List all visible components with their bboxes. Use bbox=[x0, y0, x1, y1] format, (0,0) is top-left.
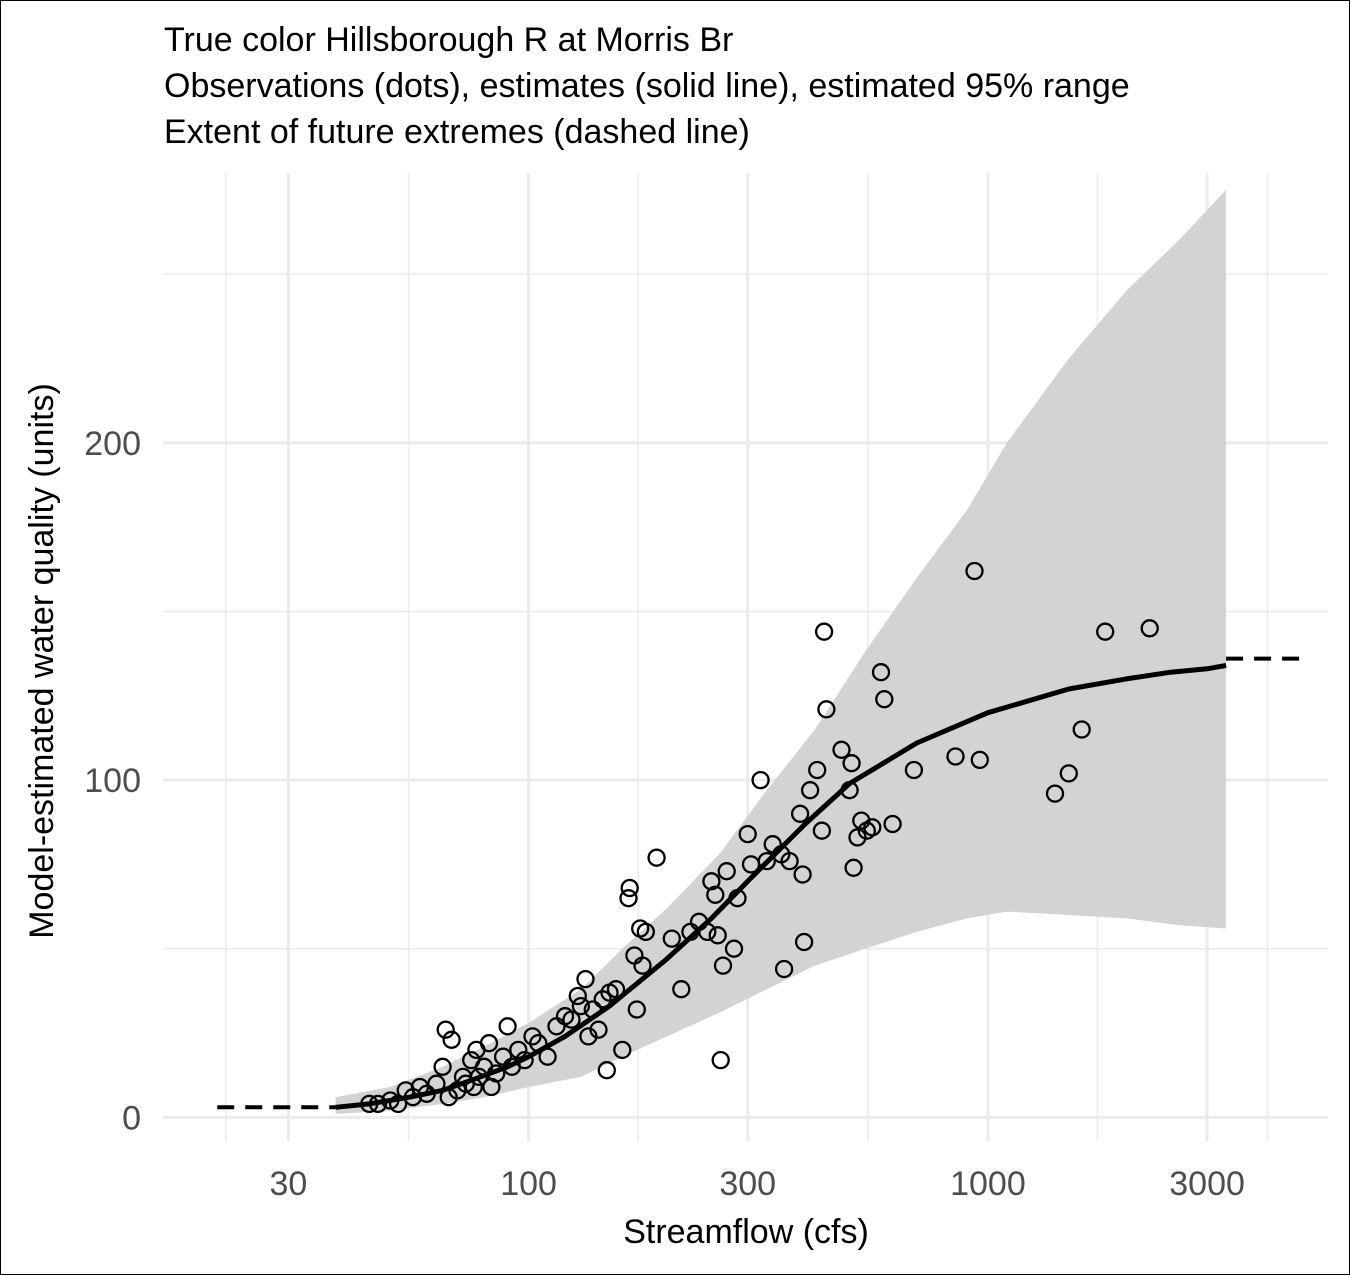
range-95-band-group bbox=[335, 189, 1227, 1114]
observation-point bbox=[713, 956, 733, 975]
observation-point bbox=[568, 986, 587, 1006]
observation-point bbox=[388, 1094, 408, 1114]
observation-point bbox=[717, 862, 736, 881]
x-tick-label: 30 bbox=[269, 1165, 307, 1203]
observation-point bbox=[562, 1010, 581, 1029]
observation-point bbox=[793, 865, 812, 884]
observation-point bbox=[832, 740, 851, 759]
observation-point bbox=[814, 622, 834, 641]
observation-point bbox=[728, 889, 747, 908]
observation-point bbox=[368, 1094, 388, 1114]
observation-point bbox=[633, 956, 652, 975]
observation-point bbox=[1140, 619, 1159, 638]
estimate-line bbox=[335, 662, 1227, 1110]
observation-point bbox=[498, 1017, 517, 1036]
chart-title-line-1: True color Hillsborough R at Morris Br bbox=[164, 21, 734, 59]
observation-point bbox=[464, 1077, 483, 1097]
observation-point bbox=[1096, 622, 1115, 641]
observation-point bbox=[780, 851, 799, 871]
observation-point bbox=[583, 1000, 602, 1019]
observation-point bbox=[662, 929, 681, 948]
observation-point bbox=[613, 1040, 632, 1060]
chart-title-line-3: Extent of future extremes (dashed line) bbox=[164, 113, 750, 151]
chart-title-line-2: Observations (dots), estimates (solid li… bbox=[164, 67, 1130, 105]
x-tick-label: 1000 bbox=[950, 1165, 1026, 1203]
observation-point bbox=[965, 561, 984, 581]
observation-point bbox=[360, 1094, 379, 1114]
observation-point bbox=[842, 754, 861, 773]
observation-point bbox=[576, 969, 595, 989]
observation-point bbox=[871, 663, 891, 682]
observation-point bbox=[706, 885, 725, 904]
observation-point bbox=[538, 1047, 557, 1066]
observation-point bbox=[427, 1074, 446, 1093]
y-tick-label: 100 bbox=[84, 762, 141, 800]
observation-point bbox=[904, 760, 924, 780]
observation-point bbox=[1059, 764, 1078, 783]
x-tick-label: 100 bbox=[500, 1165, 557, 1203]
y-tick-label: 200 bbox=[84, 425, 141, 463]
future-extremes-group bbox=[217, 656, 1309, 1110]
observations-group bbox=[360, 561, 1159, 1114]
observation-point bbox=[790, 804, 810, 823]
x-axis-title: Streamflow (cfs) bbox=[623, 1213, 869, 1251]
observation-point bbox=[647, 848, 666, 867]
observation-point bbox=[436, 1020, 455, 1039]
observation-point bbox=[757, 851, 776, 871]
tick-labels-group: 30 100 300 1000 3000 0 100 200 bbox=[84, 425, 1245, 1203]
observation-point bbox=[808, 760, 827, 780]
observation-point bbox=[774, 959, 794, 979]
observation-point bbox=[702, 872, 721, 891]
observation-point bbox=[883, 814, 902, 834]
observation-point bbox=[627, 1000, 646, 1019]
observation-point bbox=[738, 824, 757, 844]
observation-point bbox=[619, 889, 638, 908]
observation-point bbox=[800, 781, 820, 800]
observation-point bbox=[515, 1050, 534, 1070]
observation-point bbox=[571, 996, 591, 1016]
observation-point bbox=[970, 750, 989, 770]
observation-point bbox=[636, 922, 655, 942]
observation-point bbox=[724, 939, 744, 958]
observation-point bbox=[844, 858, 863, 877]
x-tick-label: 3000 bbox=[1169, 1165, 1245, 1203]
observation-point bbox=[1045, 784, 1065, 803]
observation-point bbox=[698, 922, 717, 942]
observation-point bbox=[1072, 720, 1091, 739]
observation-point bbox=[875, 690, 894, 709]
observation-point bbox=[597, 1061, 616, 1080]
observation-point bbox=[487, 1064, 506, 1083]
y-tick-label: 0 bbox=[122, 1099, 141, 1137]
y-axis-title: Model-estimated water quality (units) bbox=[23, 383, 61, 939]
observation-point bbox=[529, 1034, 548, 1053]
observation-point bbox=[946, 747, 965, 766]
observation-point bbox=[672, 980, 691, 999]
observation-point bbox=[606, 980, 626, 999]
observation-point bbox=[620, 878, 639, 898]
observation-point bbox=[479, 1034, 499, 1053]
x-tick-label: 300 bbox=[719, 1165, 776, 1203]
observation-point bbox=[812, 821, 832, 840]
observation-point bbox=[711, 1050, 730, 1070]
observation-point bbox=[794, 932, 814, 952]
observation-point bbox=[848, 828, 867, 847]
observation-point bbox=[708, 926, 727, 945]
estimate-line-group bbox=[335, 662, 1227, 1110]
observation-point bbox=[751, 770, 770, 790]
observation-point bbox=[589, 1020, 608, 1039]
observation-point bbox=[417, 1084, 436, 1103]
observation-point bbox=[863, 818, 882, 837]
observation-point bbox=[840, 781, 859, 800]
observation-point bbox=[469, 1067, 489, 1087]
observation-point bbox=[442, 1030, 461, 1049]
observation-point bbox=[433, 1057, 452, 1076]
observation-point bbox=[817, 700, 836, 719]
observation-point bbox=[509, 1040, 528, 1060]
range-95-band bbox=[335, 189, 1227, 1114]
